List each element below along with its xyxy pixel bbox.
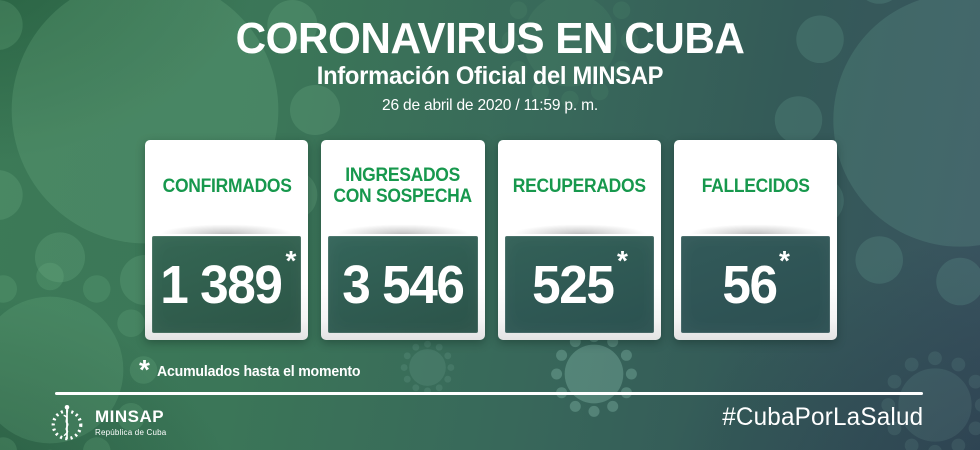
stat-card-fallecidos: FALLECIDOS 56 *: [673, 140, 837, 340]
campaign-hashtag: #CubaPorLaSalud: [721, 403, 923, 431]
footnote: * Acumulados hasta el momento: [139, 354, 373, 385]
stat-card-recuperados: RECUPERADOS 525 *: [497, 140, 661, 340]
stat-card-ingresados: INGRESADOS CON SOSPECHA 3 546: [321, 140, 485, 340]
stat-label: RECUPERADOS: [498, 140, 661, 234]
minsap-brand-text: MINSAP República de Cuba: [95, 408, 166, 437]
stat-value-panel: 1 389 *: [152, 236, 302, 333]
report-datetime: 26 de abril de 2020 / 11:59 p. m.: [382, 97, 598, 114]
minsap-brand: MINSAP República de Cuba: [48, 401, 166, 443]
page-subtitle: Información Oficial del MINSAP: [316, 62, 664, 90]
stat-label: FALLECIDOS: [674, 140, 837, 234]
asterisk-mark: *: [285, 244, 297, 276]
stat-value: 56: [722, 254, 778, 315]
stat-value: 1 389: [160, 254, 283, 315]
page-title: CORONAVIRUS EN CUBA: [235, 14, 745, 63]
footer-divider: [55, 392, 923, 395]
stat-card-confirmados: CONFIRMADOS 1 389 *: [145, 140, 309, 340]
stat-label: CONFIRMADOS: [145, 140, 308, 234]
stat-cards-row: CONFIRMADOS 1 389 * INGRESADOS CON SOSPEC…: [145, 140, 837, 340]
stat-label: INGRESADOS CON SOSPECHA: [321, 140, 484, 234]
stat-value: 3 546: [341, 254, 465, 315]
stat-value-panel: 525 *: [504, 236, 654, 333]
footnote-asterisk: *: [139, 354, 150, 385]
stat-value: 525: [532, 254, 615, 315]
asterisk-mark: *: [616, 244, 628, 276]
minsap-name: MINSAP: [95, 406, 165, 426]
asterisk-mark: *: [778, 244, 790, 276]
stat-value-panel: 3 546: [328, 236, 478, 333]
minsap-subtitle: República de Cuba: [95, 427, 167, 437]
minsap-logo-icon: [51, 404, 83, 441]
footnote-text: Acumulados hasta el momento: [156, 363, 361, 380]
stat-value-panel: 56 *: [680, 236, 830, 333]
